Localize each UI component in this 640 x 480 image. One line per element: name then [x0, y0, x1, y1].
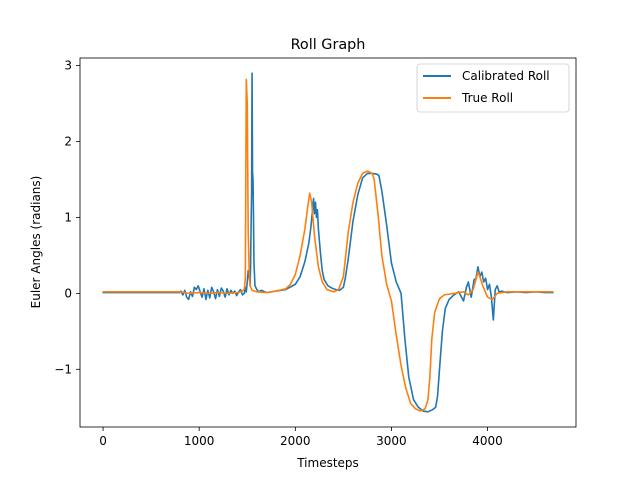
- x-axis-title: Timesteps: [296, 456, 359, 470]
- plot-frame: [79, 57, 577, 428]
- y-tick-label: −1: [54, 362, 72, 376]
- x-tick-label: 3000: [376, 434, 407, 448]
- x-tick-label: 1000: [184, 434, 215, 448]
- y-tick-label: 0: [64, 286, 72, 300]
- legend-label-calibrated-roll: Calibrated Roll: [462, 69, 550, 83]
- plot-lines: [102, 72, 554, 413]
- x-axis: 0 1000 2000 3000 4000: [99, 427, 503, 448]
- y-tick-label: 3: [64, 59, 72, 73]
- y-axis-title: Euler Angles (radians): [29, 176, 43, 309]
- legend-label-true-roll: True Roll: [461, 91, 513, 105]
- y-tick-label: 1: [64, 210, 72, 224]
- x-tick-label: 4000: [472, 434, 503, 448]
- y-tick-label: 2: [64, 135, 72, 149]
- chart-title: Roll Graph: [291, 37, 366, 53]
- legend: Calibrated Roll True Roll: [416, 63, 570, 113]
- legend-box: [416, 63, 570, 113]
- series-line-calibrated-roll: [102, 72, 554, 413]
- y-axis: −1 0 1 2 3: [54, 59, 80, 376]
- series-line-true-roll: [102, 78, 554, 412]
- x-tick-label: 0: [99, 434, 107, 448]
- x-tick-label: 2000: [280, 434, 311, 448]
